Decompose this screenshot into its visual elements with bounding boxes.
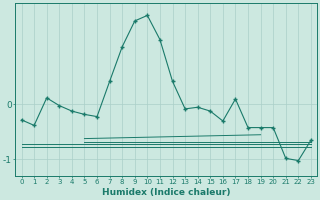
X-axis label: Humidex (Indice chaleur): Humidex (Indice chaleur) [102, 188, 230, 197]
